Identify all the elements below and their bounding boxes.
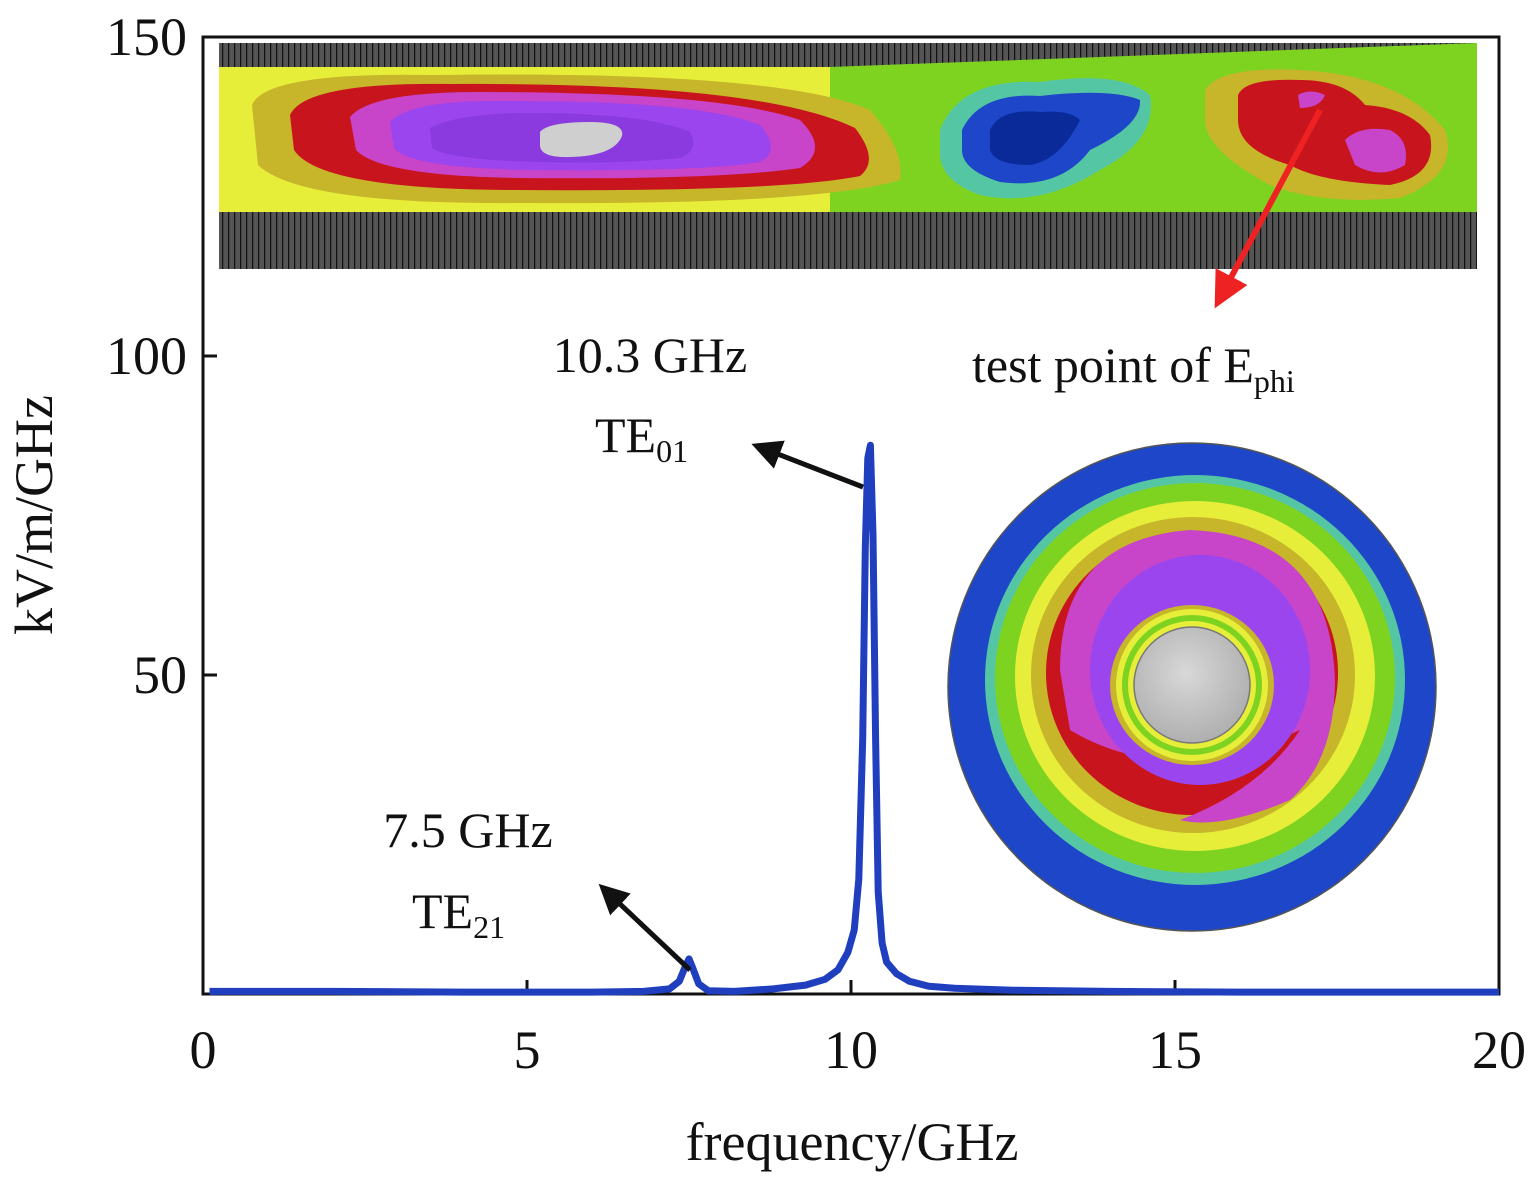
x-axis-label: frequency/GHz	[686, 1112, 1019, 1172]
annotation-arrow-te21	[598, 883, 692, 972]
annotation-freq-te01: 10.3 GHz	[553, 327, 747, 383]
x-tick-label: 20	[1472, 1020, 1526, 1080]
annotation-mode-te21: TE21	[412, 883, 505, 945]
y-axis-label: kV/m/GHz	[4, 395, 64, 635]
x-tick-label: 10	[824, 1020, 878, 1080]
y-tick-label: 150	[106, 7, 187, 67]
annotation-test-point: test point of Ephi	[972, 337, 1295, 399]
y-tick-label: 100	[106, 326, 187, 386]
axes: 0 5 10 15 20 50 100 150	[106, 7, 1526, 1080]
series-line-spectrum	[209, 441, 1499, 996]
inset-cross-section-field-map	[947, 442, 1437, 932]
y-tick-label: 50	[133, 645, 187, 705]
annotation-arrow-te01	[751, 440, 864, 490]
x-tick-label: 5	[514, 1020, 541, 1080]
x-tick-label: 15	[1148, 1020, 1202, 1080]
inset-longitudinal-field-map	[219, 43, 1477, 269]
annotation-mode-te01: TE01	[595, 407, 688, 469]
test-point-arrow	[1214, 108, 1323, 309]
annotation-freq-te21: 7.5 GHz	[383, 802, 552, 858]
x-tick-label: 0	[190, 1020, 217, 1080]
